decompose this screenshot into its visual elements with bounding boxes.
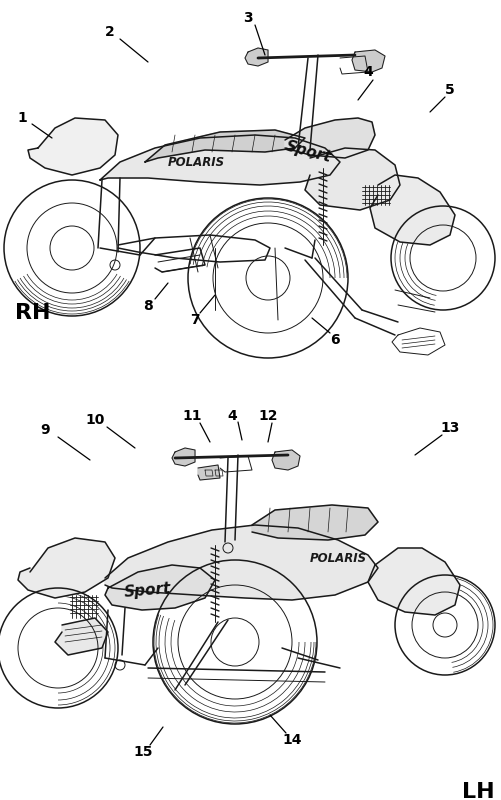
Polygon shape bbox=[368, 548, 460, 615]
Text: 6: 6 bbox=[330, 333, 340, 347]
Polygon shape bbox=[55, 618, 108, 655]
Text: Sport: Sport bbox=[283, 138, 333, 166]
Text: 14: 14 bbox=[282, 733, 302, 747]
Text: 3: 3 bbox=[243, 11, 253, 25]
Text: 1: 1 bbox=[17, 111, 27, 125]
Text: 8: 8 bbox=[143, 299, 153, 313]
Polygon shape bbox=[245, 48, 268, 66]
Text: LH: LH bbox=[462, 782, 494, 800]
Polygon shape bbox=[285, 118, 375, 158]
Polygon shape bbox=[105, 565, 215, 610]
Text: Sport: Sport bbox=[124, 581, 172, 599]
Polygon shape bbox=[172, 448, 195, 466]
Text: 13: 13 bbox=[440, 421, 460, 435]
Polygon shape bbox=[305, 148, 400, 210]
Text: POLARIS: POLARIS bbox=[310, 551, 367, 565]
Polygon shape bbox=[352, 50, 385, 72]
Text: 9: 9 bbox=[40, 423, 50, 437]
Polygon shape bbox=[100, 135, 340, 185]
Polygon shape bbox=[198, 465, 220, 480]
Polygon shape bbox=[145, 130, 305, 162]
Text: 4: 4 bbox=[227, 409, 237, 423]
Polygon shape bbox=[272, 450, 300, 470]
Polygon shape bbox=[370, 175, 455, 245]
Text: 10: 10 bbox=[85, 413, 105, 427]
Polygon shape bbox=[18, 538, 115, 598]
Text: 12: 12 bbox=[258, 409, 278, 423]
Polygon shape bbox=[252, 505, 378, 540]
Text: 15: 15 bbox=[133, 745, 153, 759]
Text: 5: 5 bbox=[445, 83, 455, 97]
Text: POLARIS: POLARIS bbox=[168, 155, 225, 169]
Text: 4: 4 bbox=[363, 65, 373, 79]
Polygon shape bbox=[28, 118, 118, 175]
Text: 11: 11 bbox=[182, 409, 202, 423]
Text: RH: RH bbox=[15, 303, 51, 323]
Text: 7: 7 bbox=[190, 313, 200, 327]
Text: 2: 2 bbox=[105, 25, 115, 39]
Polygon shape bbox=[105, 525, 378, 600]
